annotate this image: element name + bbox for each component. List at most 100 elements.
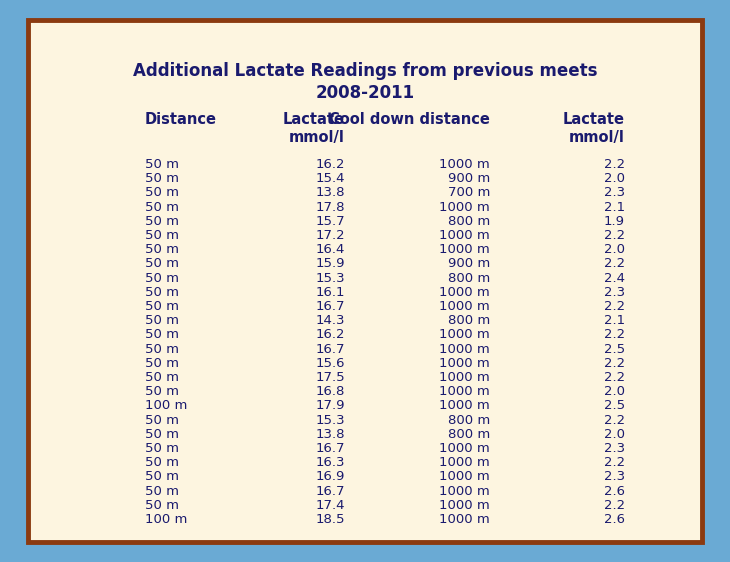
Text: 2.2: 2.2 <box>604 257 625 270</box>
Text: 15.4: 15.4 <box>315 172 345 185</box>
Text: mmol/l: mmol/l <box>569 130 625 145</box>
Text: Lactate: Lactate <box>563 112 625 127</box>
Text: 15.3: 15.3 <box>315 414 345 427</box>
Text: Lactate: Lactate <box>283 112 345 127</box>
Text: 1000 m: 1000 m <box>439 400 490 413</box>
Text: 2.3: 2.3 <box>604 286 625 299</box>
Text: 14.3: 14.3 <box>315 314 345 327</box>
Text: 16.8: 16.8 <box>315 385 345 398</box>
Text: 13.8: 13.8 <box>315 428 345 441</box>
Text: 2.2: 2.2 <box>604 456 625 469</box>
Text: 800 m: 800 m <box>447 215 490 228</box>
Text: 50 m: 50 m <box>145 172 179 185</box>
Text: 50 m: 50 m <box>145 215 179 228</box>
Text: 1000 m: 1000 m <box>439 328 490 341</box>
Text: 100 m: 100 m <box>145 513 188 526</box>
Text: 800 m: 800 m <box>447 428 490 441</box>
Text: 1000 m: 1000 m <box>439 442 490 455</box>
Text: 50 m: 50 m <box>145 442 179 455</box>
Text: 2.1: 2.1 <box>604 314 625 327</box>
Text: 2.4: 2.4 <box>604 271 625 284</box>
Text: 800 m: 800 m <box>447 414 490 427</box>
Text: 2.2: 2.2 <box>604 499 625 512</box>
Text: 16.2: 16.2 <box>315 158 345 171</box>
Text: 800 m: 800 m <box>447 314 490 327</box>
Text: 900 m: 900 m <box>447 257 490 270</box>
Text: 17.2: 17.2 <box>315 229 345 242</box>
Text: 1000 m: 1000 m <box>439 470 490 483</box>
Text: 2.2: 2.2 <box>604 328 625 341</box>
Text: 18.5: 18.5 <box>315 513 345 526</box>
Text: 2.3: 2.3 <box>604 470 625 483</box>
Text: 2.2: 2.2 <box>604 229 625 242</box>
Text: 50 m: 50 m <box>145 257 179 270</box>
Text: 1000 m: 1000 m <box>439 300 490 313</box>
Text: 1000 m: 1000 m <box>439 513 490 526</box>
Text: 15.3: 15.3 <box>315 271 345 284</box>
Text: 1000 m: 1000 m <box>439 243 490 256</box>
Text: 50 m: 50 m <box>145 328 179 341</box>
Text: 50 m: 50 m <box>145 229 179 242</box>
Text: 15.7: 15.7 <box>315 215 345 228</box>
Text: 1000 m: 1000 m <box>439 229 490 242</box>
Text: 17.9: 17.9 <box>315 400 345 413</box>
Text: 16.2: 16.2 <box>315 328 345 341</box>
Text: 16.7: 16.7 <box>315 484 345 497</box>
Text: 100 m: 100 m <box>145 400 188 413</box>
Text: 16.7: 16.7 <box>315 343 345 356</box>
Text: 2.0: 2.0 <box>604 385 625 398</box>
Text: 50 m: 50 m <box>145 187 179 200</box>
Text: 2.2: 2.2 <box>604 357 625 370</box>
Text: 2.1: 2.1 <box>604 201 625 214</box>
Text: 2.2: 2.2 <box>604 371 625 384</box>
Text: 1000 m: 1000 m <box>439 456 490 469</box>
Text: 2.0: 2.0 <box>604 172 625 185</box>
Text: 50 m: 50 m <box>145 201 179 214</box>
Text: 50 m: 50 m <box>145 385 179 398</box>
Text: 50 m: 50 m <box>145 499 179 512</box>
Text: 50 m: 50 m <box>145 286 179 299</box>
Text: 2.2: 2.2 <box>604 300 625 313</box>
Text: 1000 m: 1000 m <box>439 484 490 497</box>
Text: 50 m: 50 m <box>145 414 179 427</box>
Text: 50 m: 50 m <box>145 357 179 370</box>
Text: 50 m: 50 m <box>145 243 179 256</box>
Text: 50 m: 50 m <box>145 343 179 356</box>
Text: 50 m: 50 m <box>145 428 179 441</box>
Text: 2.0: 2.0 <box>604 243 625 256</box>
Text: 50 m: 50 m <box>145 456 179 469</box>
Text: 50 m: 50 m <box>145 470 179 483</box>
Text: 1000 m: 1000 m <box>439 286 490 299</box>
Text: 16.7: 16.7 <box>315 300 345 313</box>
Text: 16.3: 16.3 <box>315 456 345 469</box>
Text: 1.9: 1.9 <box>604 215 625 228</box>
Text: 2.5: 2.5 <box>604 343 625 356</box>
Text: 2.0: 2.0 <box>604 428 625 441</box>
Text: 50 m: 50 m <box>145 300 179 313</box>
Text: 1000 m: 1000 m <box>439 371 490 384</box>
Text: 2.6: 2.6 <box>604 513 625 526</box>
Text: 2008-2011: 2008-2011 <box>315 84 415 102</box>
Text: 2.3: 2.3 <box>604 187 625 200</box>
Text: 16.7: 16.7 <box>315 442 345 455</box>
Text: 50 m: 50 m <box>145 271 179 284</box>
Text: 50 m: 50 m <box>145 314 179 327</box>
Text: 16.9: 16.9 <box>315 470 345 483</box>
Text: 17.8: 17.8 <box>315 201 345 214</box>
Text: 2.2: 2.2 <box>604 158 625 171</box>
Text: Distance: Distance <box>145 112 217 127</box>
Text: 1000 m: 1000 m <box>439 499 490 512</box>
Text: 2.3: 2.3 <box>604 442 625 455</box>
Text: 50 m: 50 m <box>145 371 179 384</box>
Text: 1000 m: 1000 m <box>439 201 490 214</box>
Text: 900 m: 900 m <box>447 172 490 185</box>
Text: 2.6: 2.6 <box>604 484 625 497</box>
Text: 13.8: 13.8 <box>315 187 345 200</box>
Text: 16.1: 16.1 <box>315 286 345 299</box>
Text: 1000 m: 1000 m <box>439 385 490 398</box>
Text: Additional Lactate Readings from previous meets: Additional Lactate Readings from previou… <box>133 62 597 80</box>
Text: 2.5: 2.5 <box>604 400 625 413</box>
Text: 700 m: 700 m <box>447 187 490 200</box>
Text: mmol/l: mmol/l <box>289 130 345 145</box>
Text: 16.4: 16.4 <box>315 243 345 256</box>
